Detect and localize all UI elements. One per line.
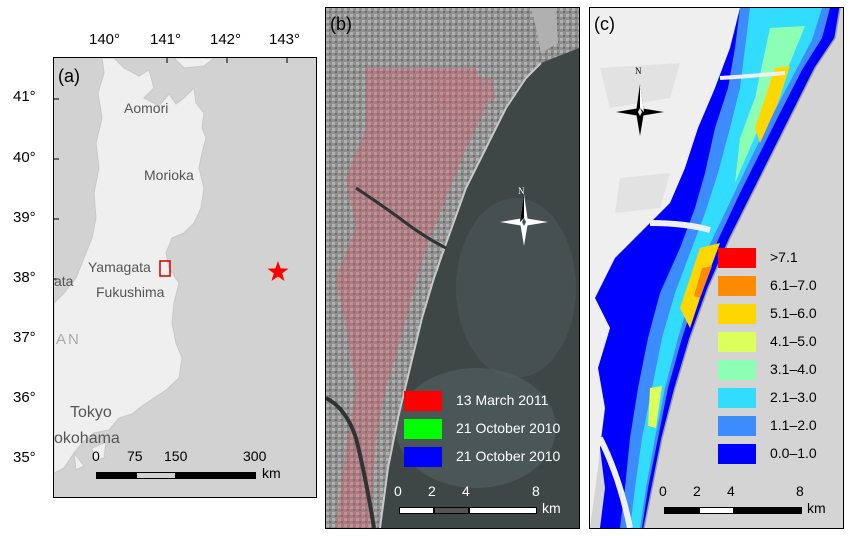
city-yokohama-partial: okohama xyxy=(54,430,120,447)
scale-a-300: 300 xyxy=(243,448,267,464)
legend-c-swatch-3 xyxy=(718,332,756,352)
scale-c-4: 4 xyxy=(727,483,735,499)
lat-tick-40: 40° xyxy=(13,149,36,166)
legend-b-swatch-0 xyxy=(404,391,442,411)
scale-bar-b-seg2 xyxy=(434,507,469,514)
scale-a-150: 150 xyxy=(164,448,188,464)
legend-b-label-2: 21 October 2010 xyxy=(456,448,561,464)
lon-tick-143: 143° xyxy=(269,31,301,48)
city-morioka: Morioka xyxy=(144,167,194,183)
north-label-b: N xyxy=(518,186,525,196)
panel-label-a: (a) xyxy=(58,66,80,86)
legend-c-swatch-6 xyxy=(718,416,756,436)
epicenter-star-icon xyxy=(267,261,289,281)
legend-b-swatch-1 xyxy=(404,419,442,439)
lat-tick-35: 35° xyxy=(13,449,36,466)
legend-b-label-1: 21 October 2010 xyxy=(456,420,561,436)
scale-c-2: 2 xyxy=(693,483,701,499)
city-yamagata: Yamagata xyxy=(88,259,151,275)
scale-bar-c-seg2 xyxy=(699,507,734,514)
lat-tick-41: 41° xyxy=(13,88,36,105)
study-area-box xyxy=(159,260,171,277)
scale-b-4: 4 xyxy=(462,483,470,499)
legend-c-label-0: >7.1 xyxy=(770,249,798,265)
legend-c-swatch-2 xyxy=(718,304,756,324)
legend-c-swatch-0 xyxy=(718,248,756,268)
country-label-partial: AN xyxy=(56,331,81,348)
city-aomori: Aomori xyxy=(124,100,169,116)
scale-a-0: 0 xyxy=(92,448,100,464)
legend-c-swatch-1 xyxy=(718,276,756,296)
legend-c-swatch-7 xyxy=(718,444,756,464)
scale-c-0: 0 xyxy=(659,483,667,499)
scale-bar-c-seg1 xyxy=(664,507,699,514)
scale-bar-a-seg3 xyxy=(176,472,256,479)
north-arrow-c-icon xyxy=(616,84,664,136)
lat-tick-37: 37° xyxy=(13,329,36,346)
north-label-c: N xyxy=(635,66,642,76)
scale-b-8: 8 xyxy=(532,483,540,499)
legend-b-label-0: 13 March 2011 xyxy=(456,392,549,408)
legend-c-swatch-4 xyxy=(718,360,756,380)
panel-b-sar-image: (b) N 13 March 2011 21 October 2010 21 O… xyxy=(325,7,580,529)
legend-c: >7.1 6.1–7.0 5.1–6.0 4.1–5.0 3.1–4.0 2.1… xyxy=(718,248,838,478)
japan-coastline xyxy=(54,58,289,474)
lat-tick-39: 39° xyxy=(13,209,36,226)
map-frame-a: (a) Aomori Morioka Yamagata Fukushima at… xyxy=(53,57,317,498)
city-fukushima: Fukushima xyxy=(96,284,165,300)
scale-bar-b-seg1 xyxy=(399,507,434,514)
sar-image-b xyxy=(326,8,579,528)
legend-c-label-5: 2.1–3.0 xyxy=(770,389,817,405)
panel-label-c: (c) xyxy=(594,14,615,34)
scale-c-unit: km xyxy=(807,500,826,516)
legend-c-label-1: 6.1–7.0 xyxy=(770,277,817,293)
city-tokyo: Tokyo xyxy=(70,404,112,421)
scale-bar-c-seg3 xyxy=(734,507,802,514)
scale-bar-b-seg3 xyxy=(469,507,537,514)
city-niigata-partial: ata xyxy=(54,273,74,289)
legend-c-swatch-5 xyxy=(718,388,756,408)
legend-c-label-4: 3.1–4.0 xyxy=(770,361,817,377)
lon-tick-140: 140° xyxy=(89,31,121,48)
legend-c-label-6: 1.1–2.0 xyxy=(770,417,817,433)
legend-c-label-2: 5.1–6.0 xyxy=(770,305,817,321)
legend-c-label-7: 0.0–1.0 xyxy=(770,445,817,461)
north-arrow-icon xyxy=(500,194,548,246)
scale-c-8: 8 xyxy=(796,483,804,499)
lon-tick-142: 142° xyxy=(210,31,242,48)
panel-c-inundation-map: (c) N >7.1 6.1–7.0 5.1–6.0 4.1–5.0 3.1–4… xyxy=(589,7,844,529)
legend-c-label-3: 4.1–5.0 xyxy=(770,333,817,349)
lon-tick-141: 141° xyxy=(150,31,182,48)
lat-tick-36: 36° xyxy=(13,389,36,406)
scale-bar-a-seg2 xyxy=(136,472,176,479)
legend-b: 13 March 2011 21 October 2010 21 October… xyxy=(404,391,574,473)
scale-b-0: 0 xyxy=(394,483,402,499)
scale-a-unit: km xyxy=(262,465,281,481)
scale-a-75: 75 xyxy=(127,448,143,464)
legend-b-swatch-2 xyxy=(404,447,442,467)
panel-label-b: (b) xyxy=(330,14,352,34)
scale-bar-a-seg1 xyxy=(96,472,136,479)
scale-b-2: 2 xyxy=(428,483,436,499)
lat-tick-38: 38° xyxy=(13,269,36,286)
scale-b-unit: km xyxy=(542,500,561,516)
